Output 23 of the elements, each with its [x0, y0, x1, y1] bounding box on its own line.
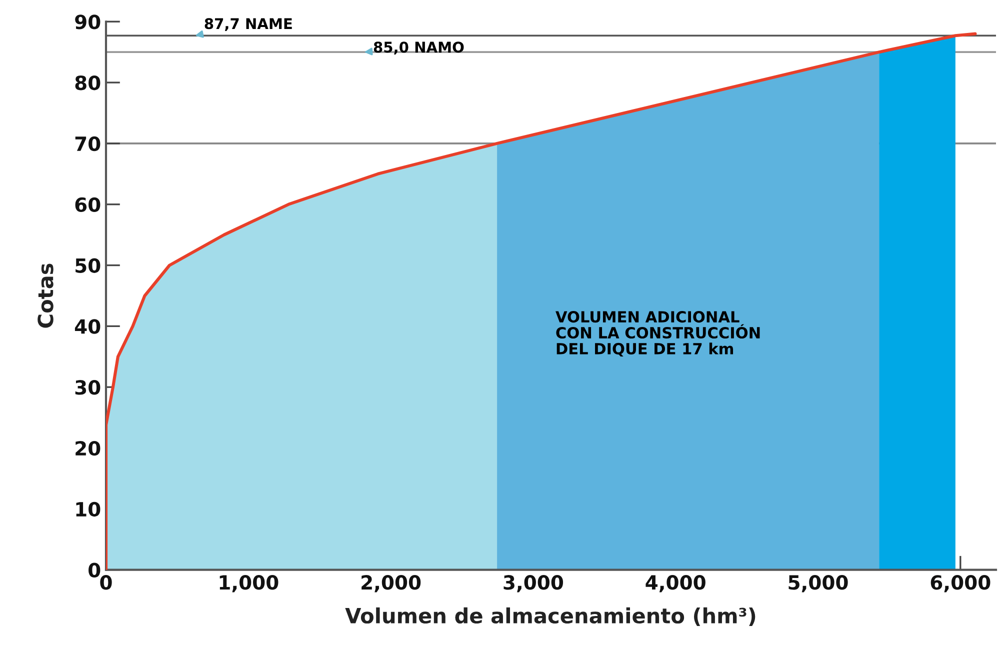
- y-tick-label: 20: [76, 440, 100, 456]
- y-axis-title: Cotas: [38, 264, 54, 328]
- y-tick-label: 50: [76, 258, 100, 273]
- x-tick-label: 5,000: [788, 575, 848, 592]
- y-tick-label: 0: [88, 562, 100, 578]
- y-tick-label: 40: [74, 319, 100, 334]
- line-series: [106, 32, 977, 570]
- ref-line-label: 87,7 NAME: [204, 18, 292, 32]
- x-axis-title: Volumen de almacenamiento (hm³): [345, 607, 756, 626]
- annotation: VOLUMEN ADICIONAL CON LA CONSTRUCCIÓN DEL DIQUE DE 17 km: [556, 311, 760, 356]
- y-tick-label: 10: [76, 502, 100, 517]
- x-tick-label: 6,000: [930, 575, 990, 592]
- y-tick-label: 30: [75, 380, 100, 395]
- y-tick-label: 60: [75, 197, 100, 212]
- x-tick-label: 0: [100, 575, 112, 590]
- y-tick-label: 90: [75, 14, 100, 30]
- y-tick-label: 70: [75, 136, 100, 152]
- x-tick-label: 2,000: [362, 575, 421, 592]
- x-tick-label: 3,000: [504, 575, 564, 592]
- ref-line-label: 85,0 NAMO: [374, 42, 464, 55]
- x-tick-label: 1,000: [220, 575, 278, 592]
- y-tick-label: 80: [75, 75, 100, 90]
- x-tick-label: 4,000: [646, 575, 706, 592]
